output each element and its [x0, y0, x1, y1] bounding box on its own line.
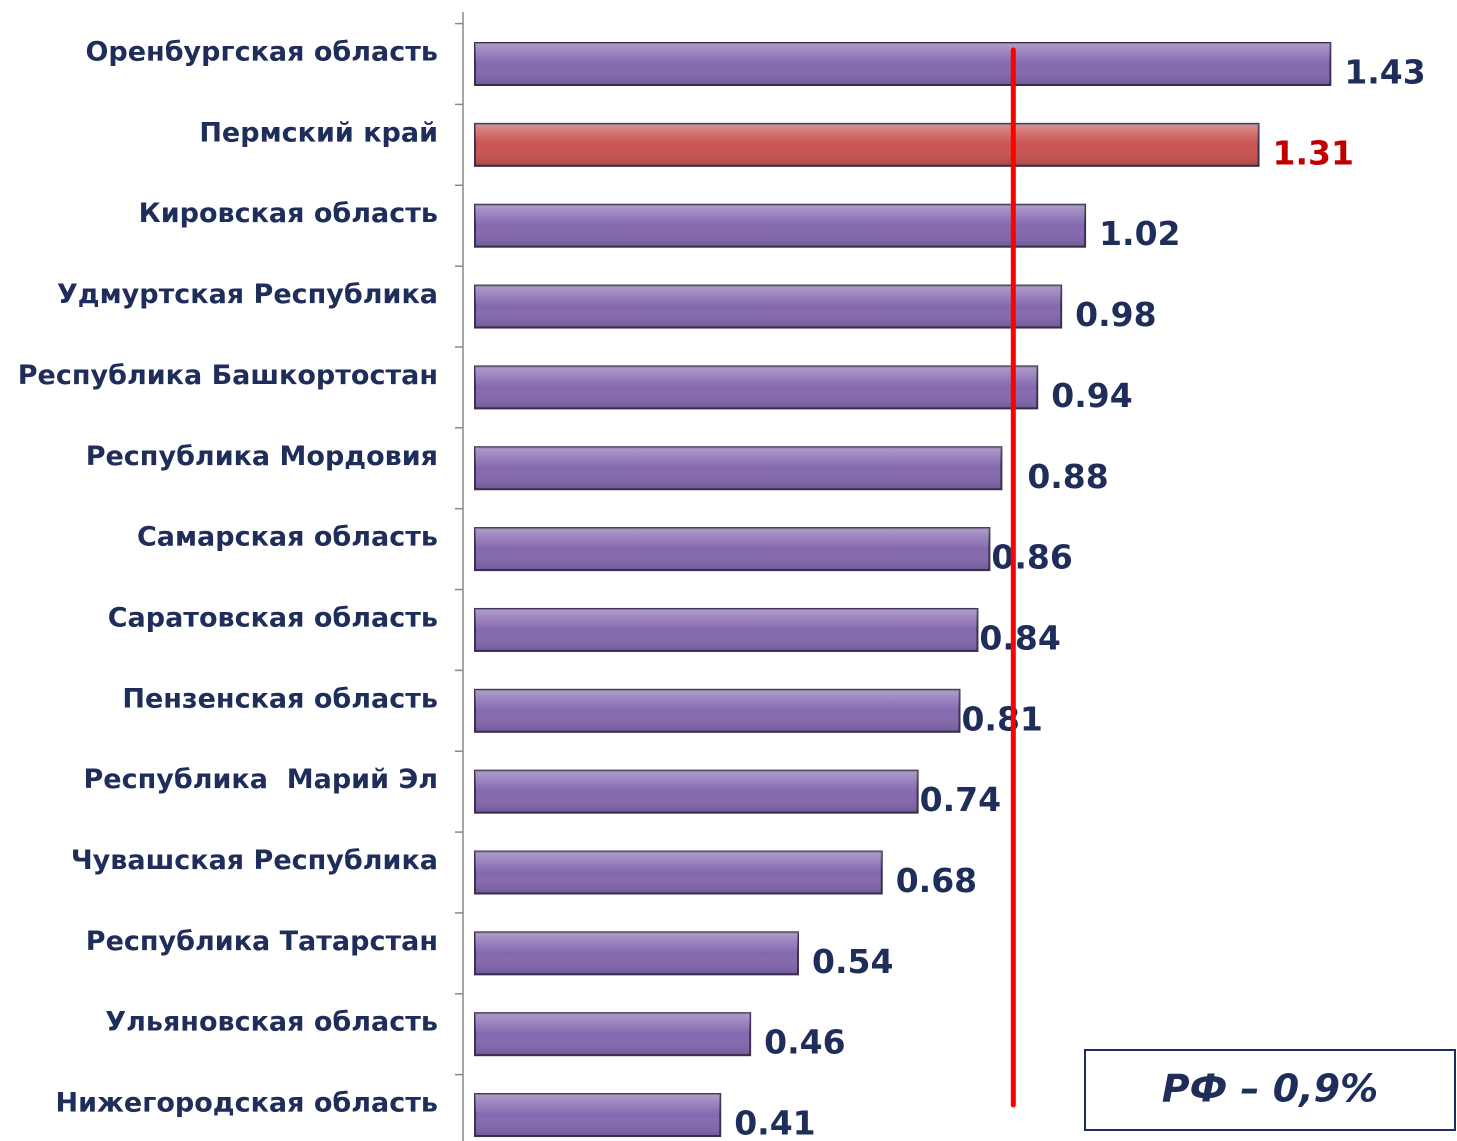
- value-label: 0.46: [764, 1023, 845, 1062]
- reference-label: РФ – 0,9%: [1162, 1067, 1378, 1111]
- bar-shine: [475, 932, 798, 975]
- bar-shine: [475, 204, 1086, 247]
- bar-shine: [475, 447, 1002, 490]
- value-label: 0.41: [734, 1104, 815, 1141]
- category-label: Республика Мордовия: [86, 441, 438, 472]
- value-label: 1.02: [1099, 214, 1180, 253]
- category-label: Самарская область: [137, 522, 438, 553]
- category-label: Республика Башкортостан: [18, 360, 438, 391]
- value-label: 0.54: [812, 942, 893, 981]
- bar-shine: [475, 285, 1062, 328]
- value-label: 0.88: [1027, 457, 1108, 496]
- bar-shine: [475, 1013, 751, 1056]
- category-label: Чувашская Республика: [71, 845, 438, 876]
- category-label: Удмуртская Республика: [57, 279, 438, 310]
- bar-shine: [475, 366, 1038, 409]
- category-label: Республика Марий Эл: [84, 764, 439, 795]
- category-label: Кировская область: [139, 198, 438, 229]
- bar-shine: [475, 851, 882, 894]
- value-label: 0.68: [896, 861, 977, 900]
- value-label: 0.84: [979, 618, 1060, 657]
- category-label: Оренбургская область: [85, 37, 438, 68]
- value-label: 0.98: [1075, 295, 1156, 334]
- value-label: 0.81: [961, 699, 1042, 738]
- bar-shine: [475, 1094, 721, 1137]
- bar-shine: [475, 43, 1331, 85]
- category-label: Нижегородская область: [56, 1088, 438, 1119]
- bar-shine: [475, 528, 990, 571]
- value-label: 1.31: [1273, 133, 1354, 172]
- category-label: Республика Татарстан: [86, 926, 438, 957]
- value-label: 0.86: [991, 538, 1072, 577]
- bar-shine: [475, 689, 960, 732]
- category-label: Пензенская область: [122, 683, 438, 714]
- value-label: 1.43: [1344, 53, 1425, 92]
- value-label: 0.74: [920, 780, 1001, 819]
- bar-shine: [475, 770, 918, 813]
- reference-box: [1084, 1049, 1456, 1131]
- category-label: Ульяновская область: [105, 1007, 438, 1038]
- bar-shine: [475, 608, 978, 651]
- category-label: Пермский край: [199, 117, 438, 148]
- category-label: Саратовская область: [108, 602, 438, 633]
- value-label: 0.94: [1051, 376, 1132, 415]
- bar-shine: [475, 123, 1259, 166]
